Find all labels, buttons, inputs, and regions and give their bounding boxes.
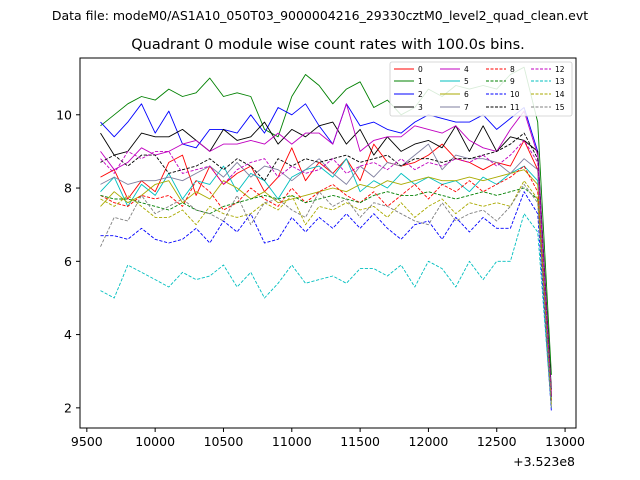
series-line-13 (100, 213, 552, 408)
legend-label: 10 (510, 90, 520, 99)
legend-label: 5 (464, 77, 469, 86)
series-line-9 (100, 187, 552, 405)
x-axis: 9500 10000 10500 11000 11500 12000 12500 13000 (71, 428, 585, 449)
y-axis: 2 4 6 8 10 (56, 107, 80, 415)
y-tick-label: 4 (64, 327, 72, 342)
series-line-4 (100, 103, 552, 397)
legend-label: 3 (418, 103, 423, 112)
y-tick-label: 6 (64, 254, 72, 269)
x-tick-label: 10500 (204, 434, 244, 449)
series-line-0 (100, 139, 552, 394)
y-tick-label: 10 (56, 107, 72, 122)
x-tick-label: 11500 (340, 434, 380, 449)
series-line-12 (100, 139, 552, 397)
x-tick-label: 9500 (71, 434, 103, 449)
plot-frame (79, 57, 577, 429)
series-layer (100, 66, 552, 412)
legend-box (389, 61, 573, 117)
legend-label: 2 (418, 90, 423, 99)
x-tick-label: 10000 (135, 434, 175, 449)
series-line-10 (100, 191, 552, 412)
x-tick-label: 12000 (409, 434, 449, 449)
legend-label: 8 (510, 65, 515, 74)
series-line-3 (100, 121, 552, 390)
figure-suptitle: Data file: modeM0/AS1A10_050T03_90000042… (52, 8, 588, 23)
legend-label: 12 (555, 65, 565, 74)
legend-label: 11 (510, 103, 520, 112)
series-line-2 (100, 103, 552, 397)
legend-label: 0 (418, 65, 423, 74)
x-tick-label: 11000 (272, 434, 312, 449)
legend-label: 9 (510, 77, 515, 86)
y-tick-label: 8 (64, 181, 72, 196)
x-offset-label: +3.523e8 (513, 454, 575, 469)
legend-label: 6 (464, 90, 469, 99)
legend-label: 15 (555, 103, 565, 112)
legend-label: 4 (464, 65, 469, 74)
series-line-5 (100, 158, 552, 401)
series-line-11 (100, 132, 552, 397)
legend-label: 7 (464, 103, 469, 112)
legend-label: 13 (555, 77, 565, 86)
legend-label: 14 (555, 90, 565, 99)
x-tick-label: 13000 (545, 434, 585, 449)
legend-label: 1 (418, 77, 423, 86)
x-tick-label: 12500 (477, 434, 517, 449)
y-tick-label: 2 (64, 400, 72, 415)
series-line-15 (100, 183, 552, 408)
chart-title: Quadrant 0 module wise count rates with … (131, 37, 525, 53)
series-line-14 (100, 180, 552, 405)
series-line-8 (100, 165, 552, 401)
series-line-6 (100, 169, 552, 401)
